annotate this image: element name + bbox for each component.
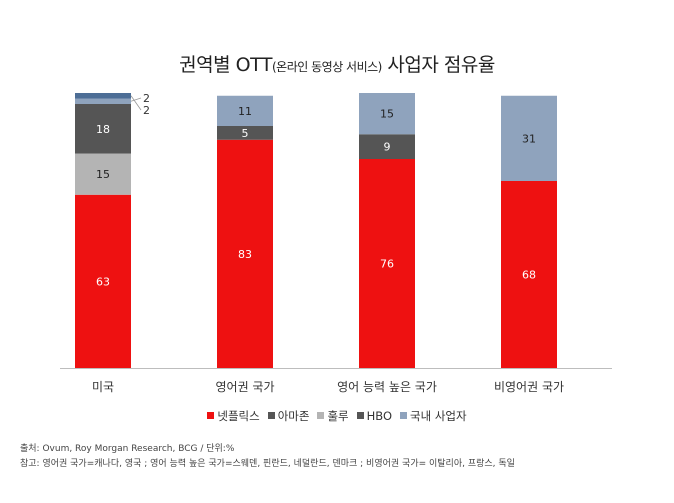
x-tick-label: 미국: [92, 380, 114, 394]
legend-label: 국내 사업자: [410, 409, 467, 423]
chart-title-main: 권역별 OTT: [179, 54, 272, 76]
legend-item: 넷플릭스: [207, 408, 260, 424]
legend-swatch: [400, 412, 408, 419]
source-note: 출처: Ovum, Roy Morgan Research, BCG / 단위:…: [20, 444, 235, 454]
bar-segment: [217, 126, 273, 140]
data-label: 11: [238, 105, 252, 118]
data-label: 63: [96, 275, 110, 288]
x-tick-label: 영어 능력 높은 국가: [337, 380, 437, 394]
bar-segment: [359, 159, 415, 368]
bar-segment: [217, 95, 273, 126]
legend-swatch: [207, 412, 215, 419]
data-label: 68: [522, 269, 536, 282]
bar-segment: [75, 104, 131, 154]
label-leader-line: [130, 95, 142, 111]
chart-notes: 출처: Ovum, Roy Morgan Research, BCG / 단위:…: [20, 442, 515, 472]
legend-swatch: [267, 412, 275, 419]
chart-title-subtitle: (온라인 동영상 서비스): [272, 60, 382, 74]
bar-segment: [75, 98, 131, 104]
legend-swatch: [356, 412, 364, 419]
data-label: 18: [96, 123, 110, 136]
bar-segment: [501, 181, 557, 368]
chart-title: 권역별 OTT(온라인 동영상 서비스) 사업자 점유율: [0, 50, 674, 77]
legend-item: 아마존: [267, 408, 310, 424]
data-label: 5: [242, 127, 249, 140]
reference-note: 참고: 영어권 국가=캐나다, 영국 ; 영어 능력 높은 국가=스웨덴, 핀란…: [20, 459, 515, 469]
data-label: 2: [143, 104, 150, 117]
x-tick-label: 비영어권 국가: [494, 380, 564, 394]
legend-label: 넷플릭스: [217, 409, 260, 423]
bar-segment: [359, 134, 415, 159]
bar-segment: [75, 93, 131, 99]
data-label: 2: [143, 92, 150, 105]
chart-title-suffix: 사업자 점유율: [381, 54, 495, 76]
bar-segment: [217, 139, 273, 368]
x-tick-label: 영어권 국가: [215, 380, 274, 394]
data-label: 31: [522, 132, 536, 145]
label-leader-line: [130, 97, 142, 102]
legend-label: 훌루: [327, 409, 349, 423]
legend-item: HBO: [356, 409, 393, 423]
bar-segment: [75, 194, 131, 368]
data-label: 9: [384, 141, 391, 154]
chart-legend: 넷플릭스 아마존 훌루 HBO 국내 사업자: [0, 408, 674, 424]
bar-segment: [501, 95, 557, 181]
legend-label: HBO: [366, 409, 393, 423]
legend-item: 훌루: [317, 408, 349, 424]
bar-segment: [75, 153, 131, 195]
legend-swatch: [317, 412, 325, 419]
data-label: 15: [380, 108, 394, 121]
data-label: 76: [380, 258, 394, 271]
legend-label: 아마존: [277, 409, 310, 423]
data-label: 83: [238, 248, 252, 261]
legend-item: 국내 사업자: [400, 408, 467, 424]
bar-segment: [359, 93, 415, 135]
data-label: 15: [96, 168, 110, 181]
